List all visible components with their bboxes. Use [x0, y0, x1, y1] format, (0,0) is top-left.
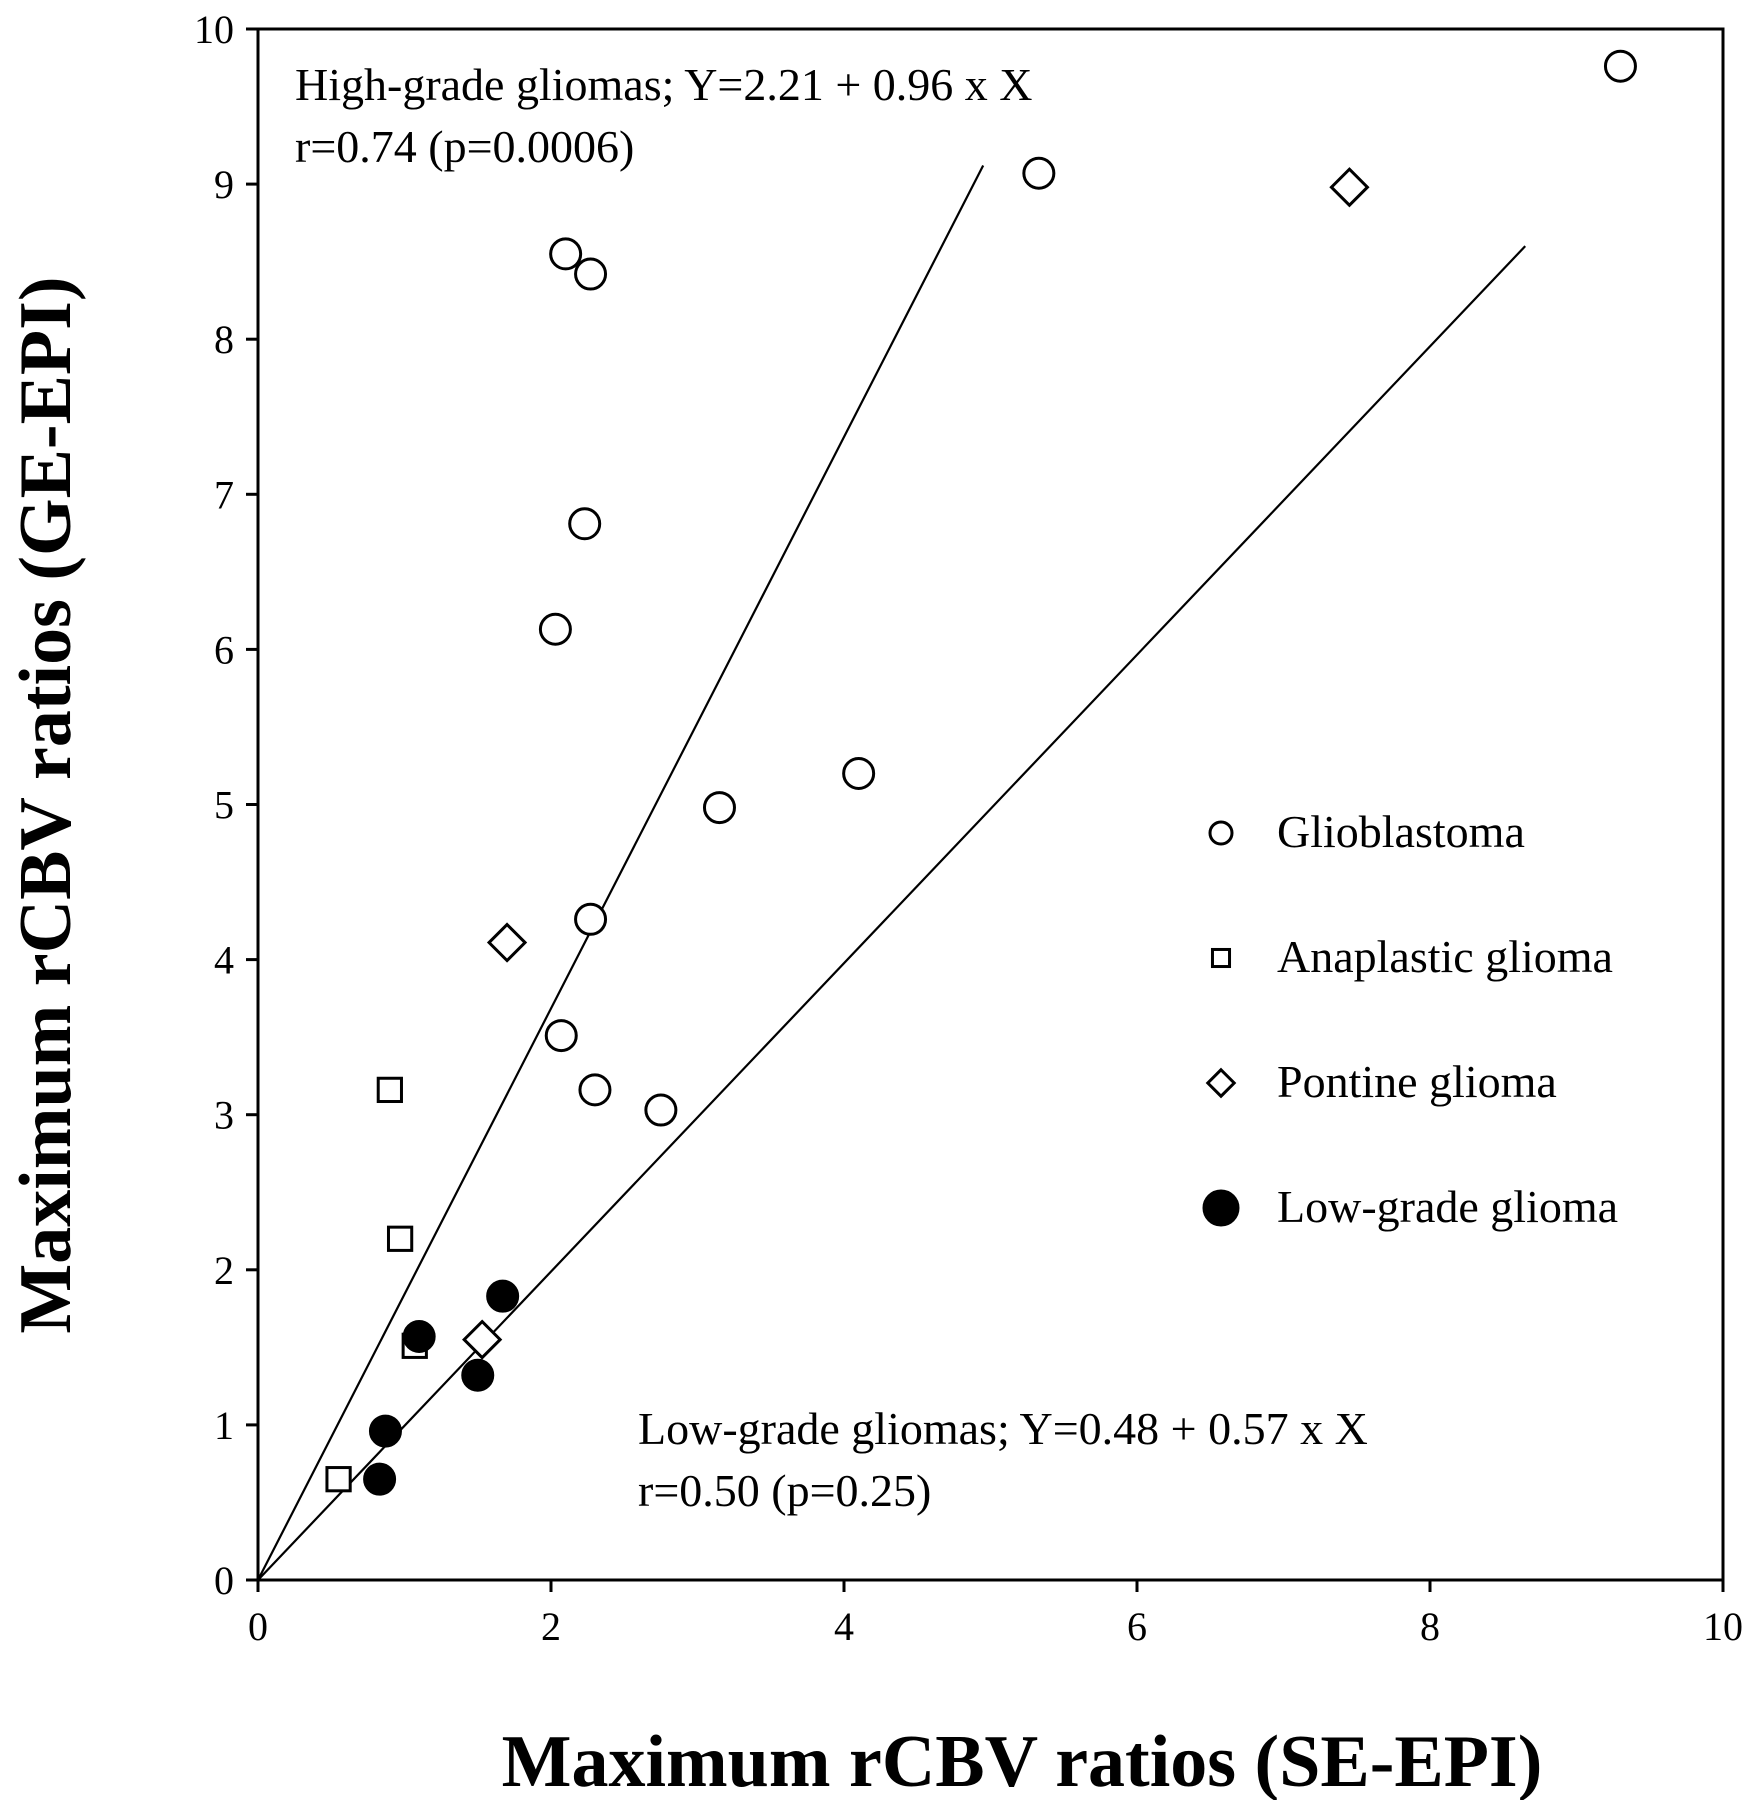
y-tick-label: 10	[194, 7, 234, 52]
high-grade-equation: High-grade gliomas; Y=2.21 + 0.96 x X	[295, 59, 1033, 110]
glioblastoma-point	[578, 1073, 612, 1107]
legend-label-glioblastoma: Glioblastoma	[1277, 806, 1525, 857]
glioblastoma-point	[574, 902, 608, 936]
low-grade-correlation: r=0.50 (p=0.25)	[638, 1465, 931, 1516]
legend-marker-pontine-glioma	[1205, 1067, 1237, 1099]
legend-label-anaplastic-glioma: Anaplastic glioma	[1277, 931, 1613, 982]
x-tick-label: 6	[1127, 1604, 1147, 1649]
x-axis-title: Maximum rCBV ratios (SE-EPI)	[502, 1721, 1543, 1800]
y-tick-label: 3	[214, 1093, 234, 1138]
anaplastic-glioma-point	[376, 1076, 403, 1104]
legend: Glioblastoma Anaplastic glioma Pontine gli…	[1202, 806, 1618, 1232]
y-axis-ticks: 0 1 2 3 4 5 6 7 8 9 10	[194, 7, 258, 1603]
y-tick-label: 2	[214, 1248, 234, 1293]
legend-marker-anaplastic-glioma	[1210, 947, 1232, 969]
legend-label-pontine-glioma: Pontine glioma	[1277, 1056, 1557, 1107]
glioblastoma-point	[1603, 49, 1637, 83]
y-tick-label: 0	[214, 1558, 234, 1603]
pontine-glioma-point	[1329, 167, 1370, 208]
high-grade-regression-line	[257, 164, 985, 1581]
y-tick-label: 9	[214, 162, 234, 207]
x-tick-label: 4	[834, 1604, 854, 1649]
pontine-glioma-point	[486, 922, 528, 963]
y-tick-label: 4	[214, 938, 234, 983]
regression-lines	[257, 164, 1527, 1581]
glioblastoma-point	[568, 507, 602, 541]
glioblastoma-point	[544, 1019, 578, 1053]
low-grade-glioma-point	[402, 1319, 436, 1353]
low-grade-regression-line	[257, 245, 1527, 1581]
high-grade-correlation: r=0.74 (p=0.0006)	[295, 121, 634, 172]
x-tick-label: 2	[541, 1604, 561, 1649]
y-tick-label: 5	[214, 783, 234, 828]
y-tick-label: 8	[214, 317, 234, 362]
low-grade-glioma-point	[368, 1414, 402, 1448]
y-tick-label: 1	[214, 1403, 234, 1448]
low-grade-glioma-point	[486, 1279, 520, 1313]
anaplastic-glioma-point	[386, 1225, 414, 1252]
data-points	[325, 49, 1637, 1496]
low-grade-equation: Low-grade gliomas; Y=0.48 + 0.57 x X	[638, 1403, 1368, 1454]
low-grade-glioma-point	[363, 1462, 397, 1496]
legend-marker-glioblastoma	[1208, 820, 1234, 846]
anaplastic-glioma-point	[325, 1466, 352, 1493]
glioblastoma-point	[842, 756, 876, 790]
x-tick-label: 10	[1703, 1604, 1743, 1649]
y-tick-label: 7	[214, 472, 234, 517]
y-axis-title: Maximum rCBV ratios (GE-EPI)	[5, 276, 87, 1333]
x-tick-label: 0	[248, 1604, 268, 1649]
legend-marker-low-grade-glioma	[1202, 1189, 1240, 1227]
x-axis-ticks: 0 2 4 6 8 10	[248, 1580, 1743, 1649]
glioblastoma-point	[644, 1093, 678, 1127]
glioblastoma-point	[549, 237, 583, 271]
y-tick-label: 6	[214, 627, 234, 672]
glioblastoma-point	[538, 612, 572, 646]
legend-label-low-grade-glioma: Low-grade glioma	[1277, 1181, 1618, 1232]
glioblastoma-point	[1022, 156, 1056, 190]
pontine-glioma-point	[462, 1319, 503, 1360]
x-tick-label: 8	[1420, 1604, 1440, 1649]
glioblastoma-point	[574, 257, 608, 291]
glioblastoma-point	[702, 791, 736, 825]
low-grade-glioma-point	[461, 1358, 495, 1392]
